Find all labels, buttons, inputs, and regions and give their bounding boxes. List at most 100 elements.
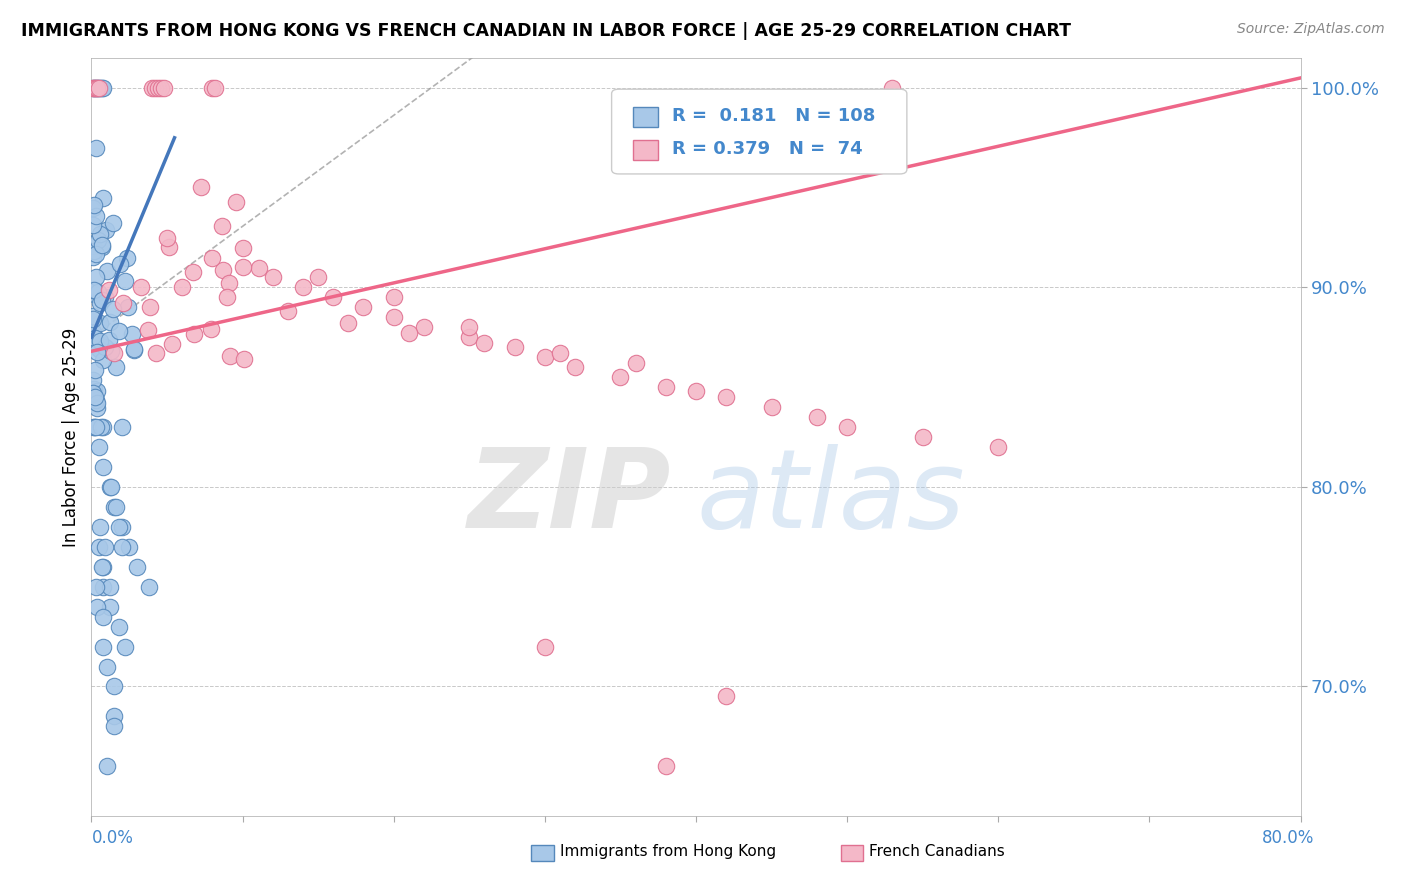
Point	[211, 219, 233, 233]
Point	[98, 315, 121, 329]
Point	[93, 340, 115, 354]
Point	[82, 373, 104, 387]
Point	[91, 191, 114, 205]
Point	[100, 480, 122, 494]
Point	[82, 311, 104, 326]
Point	[82, 81, 104, 95]
Point	[96, 659, 118, 673]
Point	[84, 420, 107, 434]
Text: 0.0%: 0.0%	[91, 830, 134, 847]
Point	[84, 363, 107, 377]
Point	[104, 500, 127, 514]
Text: French Canadians: French Canadians	[869, 845, 1005, 859]
Point	[806, 410, 828, 425]
Point	[82, 218, 104, 232]
Point	[114, 274, 136, 288]
Point	[231, 240, 253, 254]
Point	[101, 216, 124, 230]
Point	[83, 198, 105, 212]
Point	[93, 81, 115, 95]
Point	[225, 195, 247, 210]
Point	[93, 640, 115, 654]
Point	[219, 350, 242, 364]
Point	[91, 420, 114, 434]
Point	[458, 330, 481, 344]
Point	[307, 270, 329, 285]
Point	[107, 324, 129, 338]
Point	[114, 640, 136, 654]
Point	[86, 396, 108, 410]
Point	[103, 345, 125, 359]
Point	[84, 393, 107, 408]
Point	[121, 327, 143, 342]
Point	[101, 302, 124, 317]
Point	[685, 384, 707, 399]
Point	[82, 385, 104, 400]
Point	[503, 340, 526, 354]
Point	[82, 201, 104, 215]
Point	[91, 239, 114, 253]
Point	[233, 352, 256, 367]
Point	[141, 81, 163, 95]
Point	[83, 283, 105, 297]
Point	[654, 380, 676, 394]
Point	[172, 280, 194, 294]
Point	[277, 304, 299, 318]
Point	[91, 81, 114, 95]
Point	[86, 344, 108, 359]
Point	[398, 326, 420, 341]
Y-axis label: In Labor Force | Age 25-29: In Labor Force | Age 25-29	[62, 327, 80, 547]
Point	[136, 323, 159, 337]
Point	[87, 81, 110, 95]
Point	[91, 293, 114, 308]
Point	[104, 360, 127, 375]
Point	[86, 401, 108, 415]
Point	[200, 321, 222, 335]
Point	[84, 331, 107, 345]
Point	[89, 227, 111, 242]
Point	[84, 81, 107, 95]
Point	[93, 609, 115, 624]
Point	[83, 81, 105, 95]
Point	[82, 309, 104, 323]
Point	[96, 222, 118, 236]
Point	[153, 81, 176, 95]
Point	[218, 276, 240, 290]
Point	[111, 420, 134, 434]
Point	[190, 179, 212, 194]
Point	[714, 690, 737, 704]
Point	[83, 420, 105, 434]
Point	[911, 430, 934, 444]
Point	[103, 709, 125, 723]
Point	[87, 342, 110, 356]
Point	[122, 343, 145, 358]
Point	[89, 81, 111, 95]
Point	[94, 540, 117, 554]
Point	[87, 540, 110, 554]
Point	[458, 320, 481, 334]
Text: 80.0%: 80.0%	[1263, 830, 1315, 847]
Point	[107, 619, 129, 633]
Point	[217, 290, 239, 304]
Point	[93, 559, 115, 574]
Point	[125, 559, 148, 574]
Point	[83, 382, 105, 396]
Text: IMMIGRANTS FROM HONG KONG VS FRENCH CANADIAN IN LABOR FORCE | AGE 25-29 CORRELAT: IMMIGRANTS FROM HONG KONG VS FRENCH CANA…	[21, 22, 1071, 40]
Point	[181, 265, 204, 279]
Text: ZIP: ZIP	[468, 444, 672, 551]
Point	[87, 440, 110, 454]
Point	[139, 300, 162, 314]
Point	[84, 580, 107, 594]
Point	[714, 390, 737, 404]
Point	[83, 244, 105, 258]
Point	[82, 81, 104, 95]
Point	[86, 81, 108, 95]
Text: Immigrants from Hong Kong: Immigrants from Hong Kong	[560, 845, 776, 859]
Point	[183, 326, 205, 341]
Point	[129, 280, 152, 294]
Point	[247, 260, 270, 275]
Point	[117, 251, 139, 265]
Point	[548, 346, 571, 360]
Point	[835, 420, 858, 434]
Point	[91, 559, 114, 574]
